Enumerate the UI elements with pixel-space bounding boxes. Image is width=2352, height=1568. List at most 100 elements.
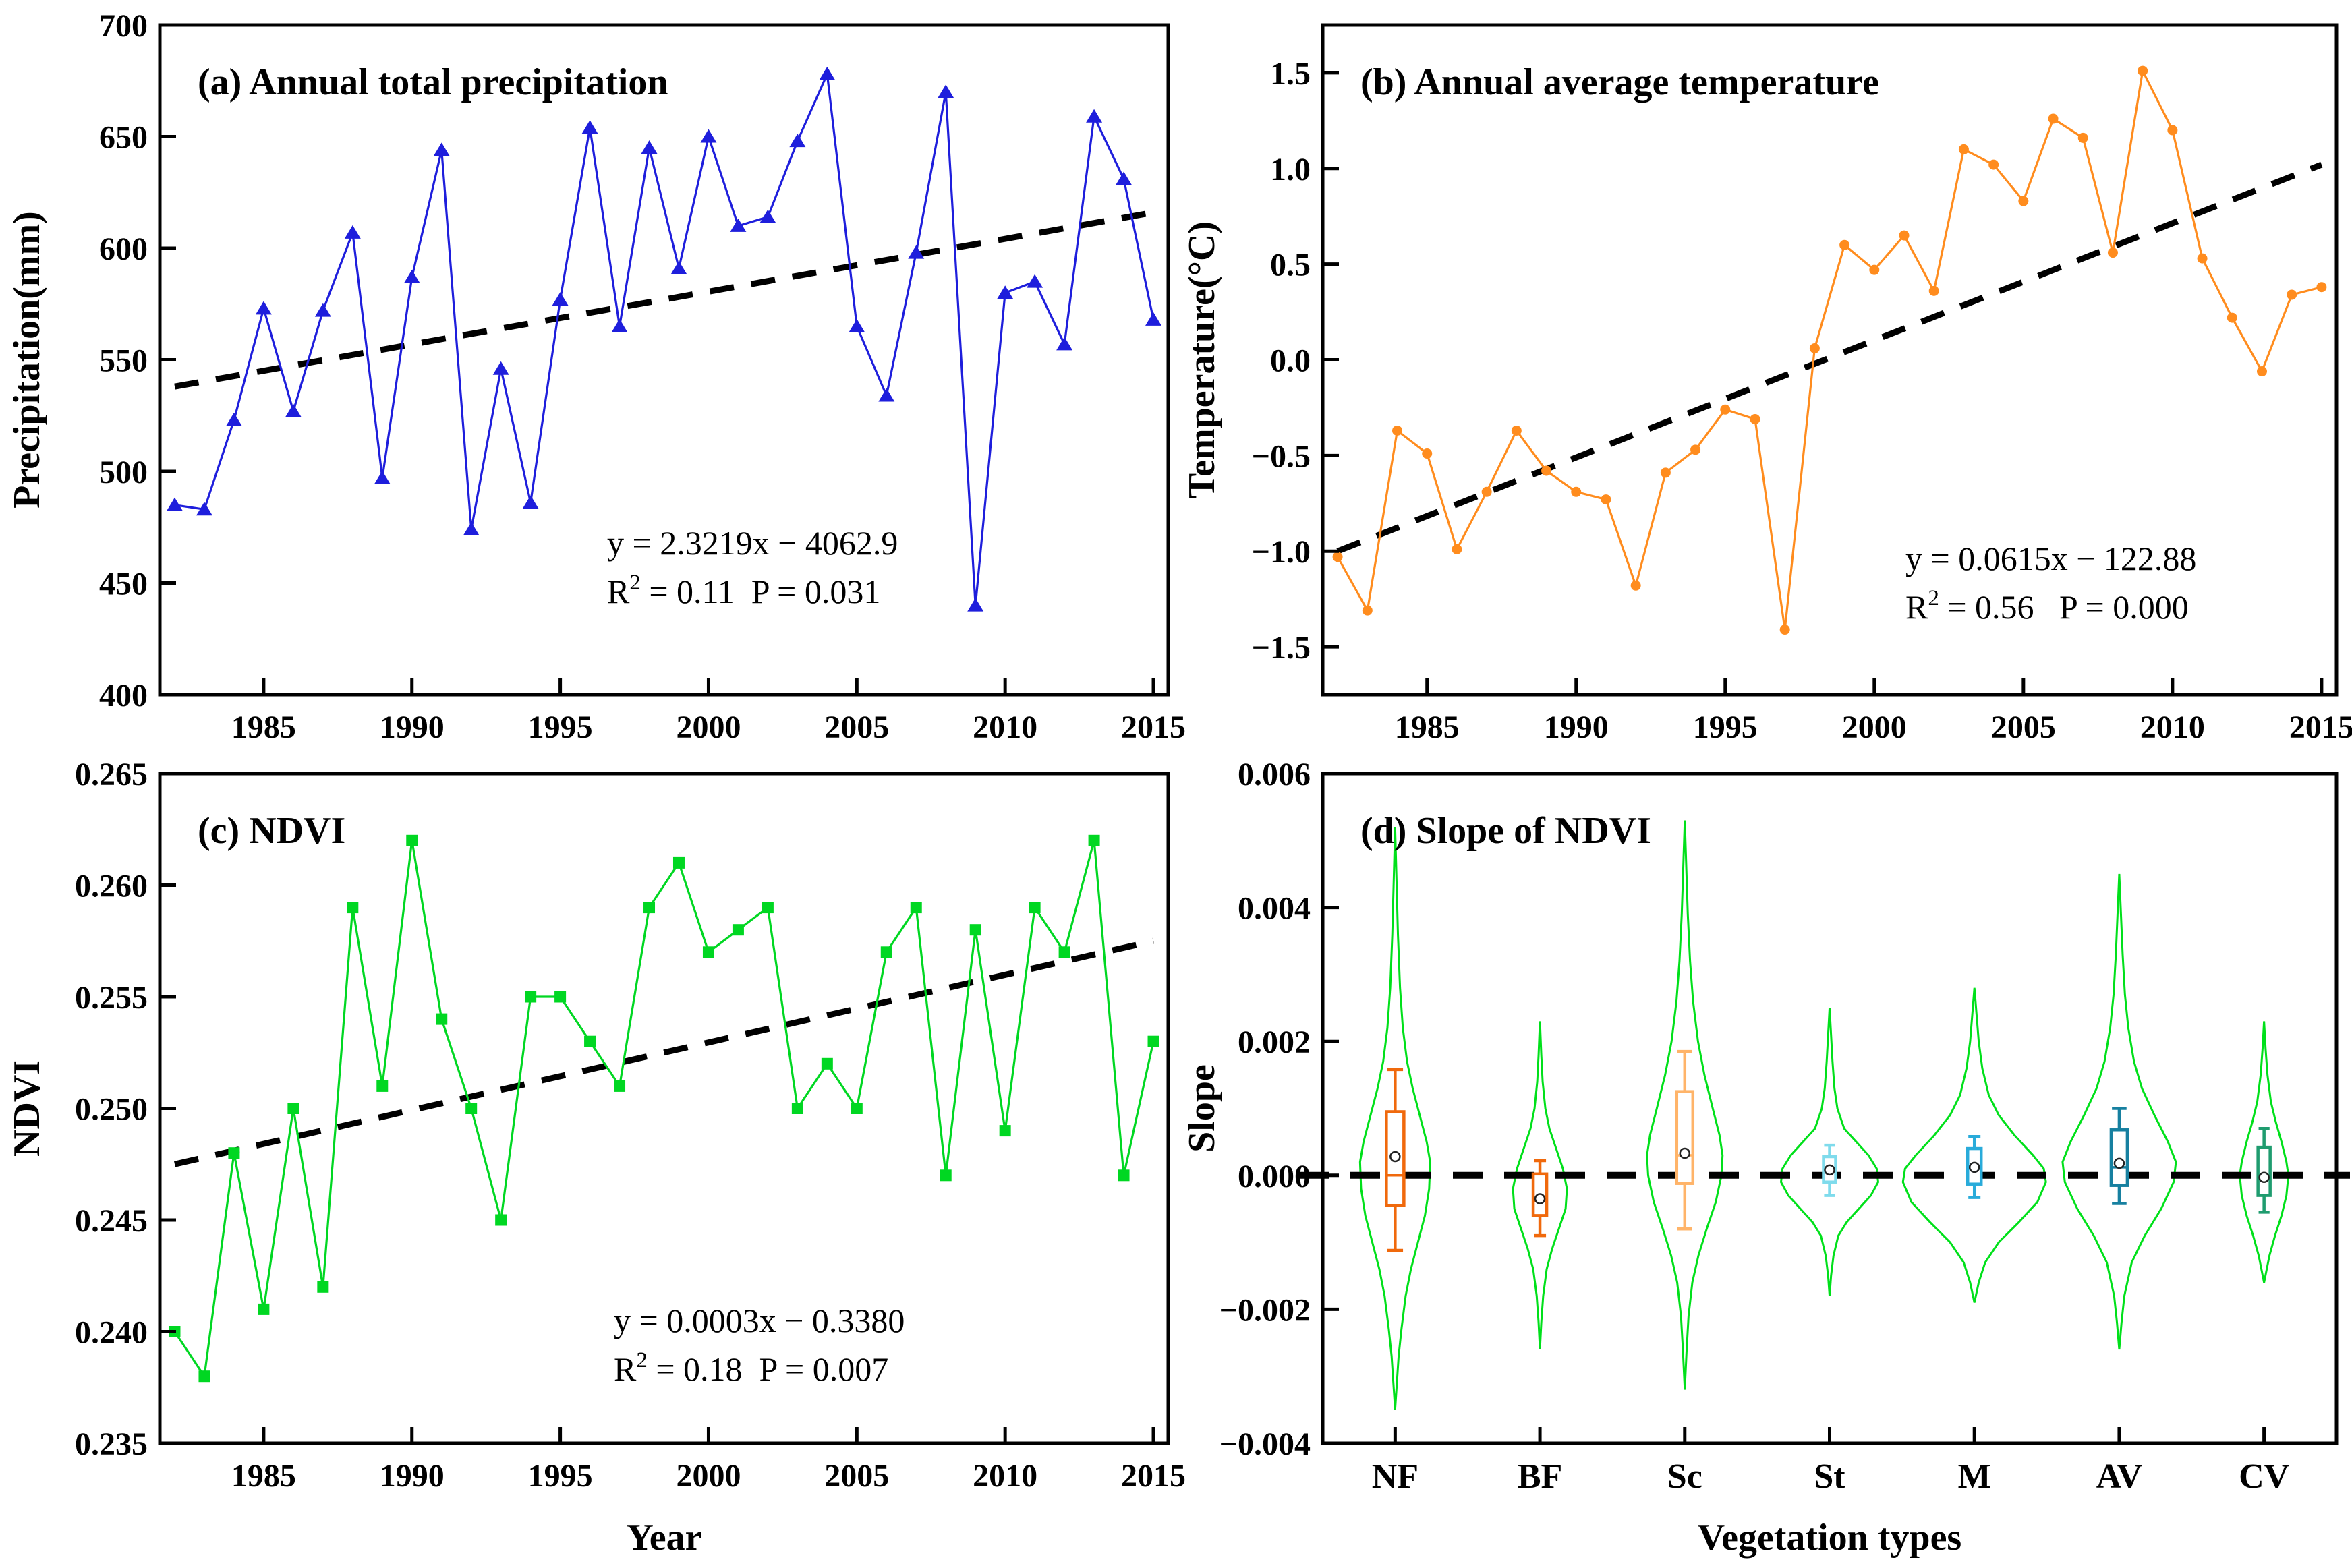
data-point-marker <box>317 1281 329 1293</box>
data-point-marker <box>436 1013 448 1025</box>
y-axis-tick-label: 0.245 <box>75 1203 148 1239</box>
data-point-marker <box>2167 125 2178 136</box>
violin-outline-st <box>1779 1008 1880 1296</box>
box-mean-marker <box>2113 1157 2125 1169</box>
data-point-marker <box>287 1103 299 1114</box>
data-point-marker <box>1088 834 1100 846</box>
data-point-marker <box>1058 946 1070 958</box>
violin-outline-nf <box>1358 827 1431 1410</box>
equation-line-2: R2 = 0.18 P = 0.007 <box>614 1348 888 1388</box>
data-point-marker <box>1988 159 1999 170</box>
equation-r: R <box>1905 588 1928 626</box>
data-point-marker <box>196 502 212 516</box>
equation-line-1: y = 2.3219x − 4062.9 <box>607 524 898 562</box>
data-point-marker <box>2256 366 2267 377</box>
data-point-marker <box>1869 264 1880 275</box>
y-axis-tick-label: 0.255 <box>75 980 148 1016</box>
y-axis-title: Precipitation(mm) <box>6 211 48 509</box>
y-axis-title: NDVI <box>6 1060 48 1157</box>
data-point-marker <box>1601 494 1611 505</box>
y-axis-tick-label: −1.5 <box>1252 630 1311 666</box>
x-axis-tick-label: 2010 <box>973 1458 1037 1494</box>
data-point-marker <box>910 902 922 914</box>
y-axis-tick-label: −1.0 <box>1252 534 1311 570</box>
data-point-marker <box>851 1103 863 1114</box>
data-point-marker <box>347 902 359 914</box>
equation-stats: = 0.56 P = 0.000 <box>1939 588 2189 626</box>
data-point-marker <box>641 140 658 154</box>
data-point-marker <box>1899 230 1910 241</box>
x-axis-tick-label: 2005 <box>824 1458 889 1494</box>
category-label-nf: NF <box>1372 1457 1418 1496</box>
y-axis-tick-label: 550 <box>99 343 148 379</box>
data-point-marker <box>374 470 391 484</box>
y-axis-tick-label: 700 <box>99 8 148 44</box>
data-point-marker <box>1839 239 1850 250</box>
y-axis-title: Temperature(°C) <box>1181 221 1223 498</box>
y-axis-tick-label: 500 <box>99 455 148 490</box>
equation-line-1: y = 0.0003x − 0.3380 <box>614 1302 905 1339</box>
y-axis-tick-label: −0.5 <box>1252 438 1311 474</box>
data-point-marker <box>552 292 569 306</box>
equation-r: R <box>614 1350 637 1388</box>
data-point-marker <box>2107 248 2118 258</box>
data-point-marker <box>1928 285 1939 296</box>
y-axis-tick-label: 0.006 <box>1238 757 1311 792</box>
box-mean-marker <box>2258 1171 2270 1184</box>
panel-d: −0.004 −0.002 0.000 0.002 0.004 0.006 NF BF Sc St… <box>1181 757 2350 1559</box>
panel-title: (b) Annual average temperature <box>1360 61 1879 103</box>
y-axis-tick-label: 0.240 <box>75 1315 148 1351</box>
panel-a: 400 450 500 550 600 650 700 1985 1990 1995 2000 200… <box>6 8 1186 745</box>
data-point-marker <box>762 902 774 914</box>
equation-line-2: R2 = 0.11 P = 0.031 <box>607 571 880 610</box>
data-point-marker <box>403 270 420 284</box>
data-point-marker <box>670 260 687 274</box>
series-line <box>173 840 1155 1380</box>
data-point-marker <box>255 301 272 315</box>
data-point-marker <box>1779 625 1790 635</box>
data-point-marker <box>611 318 628 332</box>
data-point-marker <box>1145 312 1162 326</box>
data-point-marker <box>228 1147 240 1159</box>
data-point-marker <box>878 388 895 402</box>
data-point-marker <box>1056 337 1073 351</box>
y-axis-tick-label: 0.265 <box>75 757 148 792</box>
y-axis-tick-label: 0.5 <box>1270 248 1311 283</box>
category-label-m: M <box>1958 1457 1991 1496</box>
data-point-marker <box>522 495 539 509</box>
plot-border <box>1321 772 2339 1445</box>
x-axis-tick-label: 2000 <box>676 709 741 745</box>
data-point-marker <box>581 120 598 134</box>
panel-b: −1.5 −1.0 −0.5 0.0 0.5 1.0 1.5 1985 1990 1995 2000… <box>1181 23 2352 745</box>
y-axis-tick-label: 450 <box>99 567 148 602</box>
data-point-marker <box>643 902 656 914</box>
x-axis-tick-label: 1990 <box>380 1458 444 1494</box>
data-point-marker <box>1147 1035 1159 1047</box>
x-axis-tick-label: 1990 <box>1544 709 1609 745</box>
data-point-marker <box>1452 544 1462 554</box>
x-axis-tick-label: 1995 <box>528 1458 593 1494</box>
series-line <box>1336 67 2322 630</box>
data-point-marker <box>495 1214 507 1226</box>
box-mean-marker <box>1968 1161 1980 1173</box>
equation-stats: = 0.18 P = 0.007 <box>648 1350 888 1388</box>
category-label-av: AV <box>2096 1457 2142 1496</box>
data-point-marker <box>967 598 984 612</box>
x-axis-tick-label: 1995 <box>1693 709 1758 745</box>
x-axis-tick-label: 1995 <box>528 709 593 745</box>
data-point-marker <box>702 946 714 958</box>
data-point-marker <box>1630 580 1641 591</box>
y-axis-tick-label: 600 <box>99 231 148 267</box>
data-point-marker <box>554 991 567 1003</box>
data-point-marker <box>1116 171 1132 185</box>
y-axis-tick-label: −0.002 <box>1220 1292 1311 1328</box>
equation-r-superscript: 2 <box>636 1348 648 1372</box>
y-axis-tick-label: 1.0 <box>1270 152 1311 187</box>
x-axis-tick-label: 2015 <box>1121 709 1186 745</box>
data-point-marker <box>198 1370 210 1383</box>
data-point-marker <box>1027 274 1043 288</box>
data-point-marker <box>2077 132 2088 143</box>
equation-line-2: R2 = 0.56 P = 0.000 <box>1905 586 2189 626</box>
y-axis-tick-label: 0.004 <box>1238 891 1311 927</box>
data-point-marker <box>465 1103 478 1114</box>
